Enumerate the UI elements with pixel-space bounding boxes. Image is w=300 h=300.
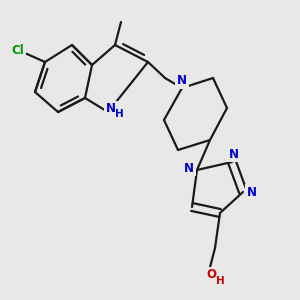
Text: H: H (115, 109, 123, 119)
Text: O: O (206, 268, 216, 281)
Text: N: N (184, 161, 194, 175)
Text: N: N (229, 148, 239, 160)
Text: N: N (177, 74, 187, 88)
Text: N: N (247, 185, 257, 199)
Text: Cl: Cl (12, 44, 24, 56)
Text: H: H (216, 276, 224, 286)
Text: N: N (106, 103, 116, 116)
